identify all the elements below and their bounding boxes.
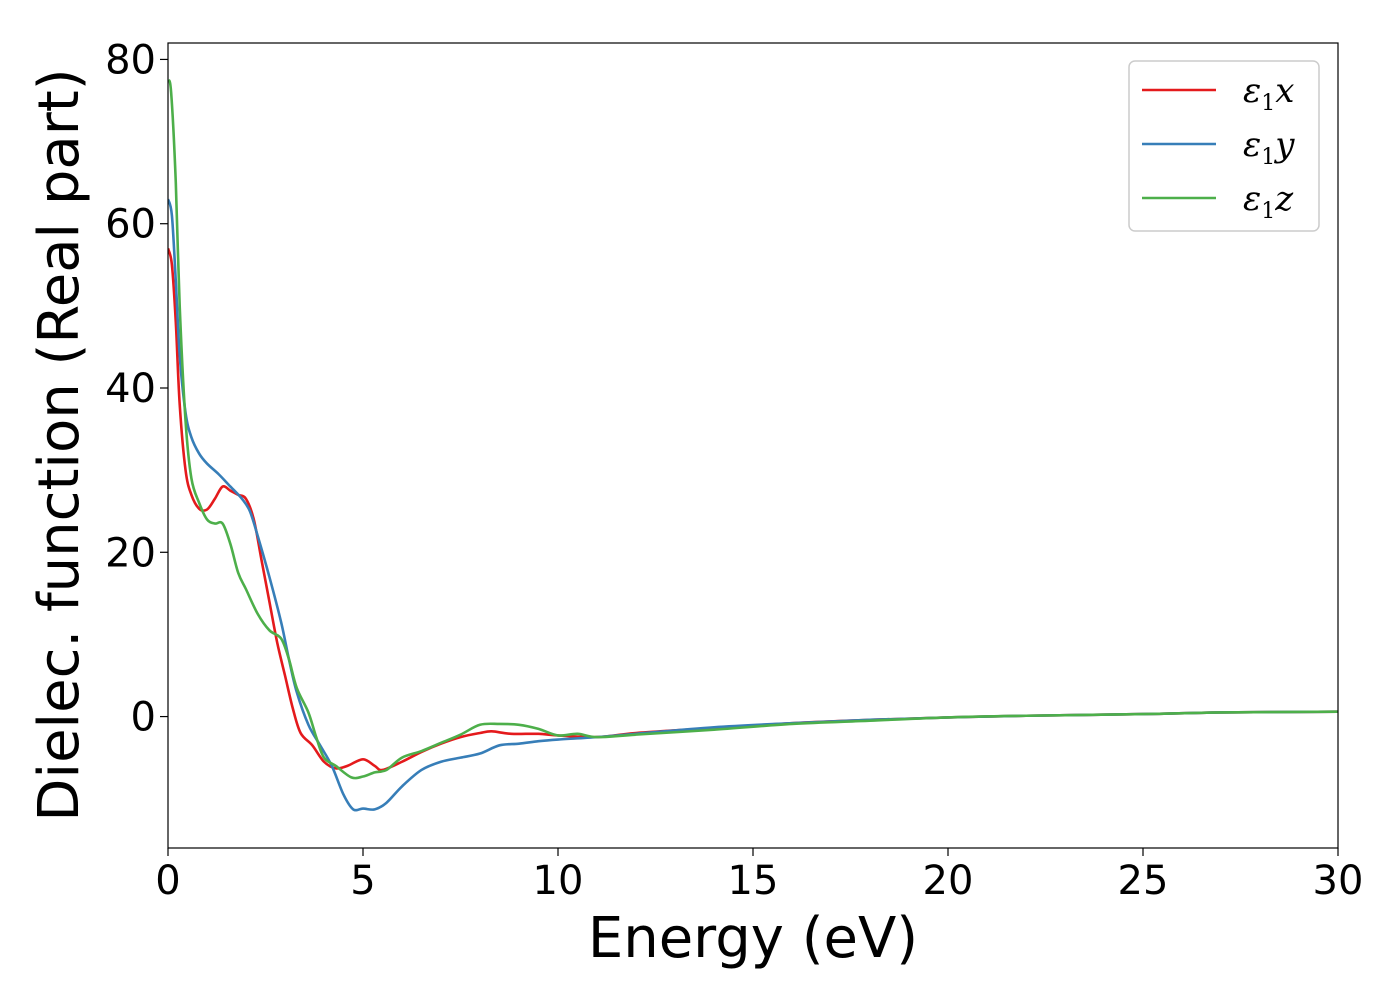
y-tick-label: 0: [131, 695, 156, 741]
x-tick-label: 5: [350, 858, 375, 904]
legend-label-y: ε1y: [1243, 125, 1295, 170]
series-line-y: [168, 198, 1338, 812]
series-line-z: [168, 78, 1338, 780]
y-axis-title: Dielec. function (Real part): [27, 68, 92, 821]
y-tick-label: 80: [105, 37, 156, 83]
x-tick-label: 30: [1313, 858, 1364, 904]
series-line-x: [168, 247, 1338, 772]
y-axis-ticks: 0 20 40 60 80: [105, 37, 168, 741]
x-tick-label: 25: [1118, 858, 1169, 904]
x-tick-label: 0: [155, 858, 180, 904]
x-tick-label: 15: [728, 858, 779, 904]
legend-label-z: ε1z: [1243, 179, 1294, 224]
series-layer: [168, 78, 1338, 812]
x-tick-label: 10: [533, 858, 584, 904]
y-tick-label: 20: [105, 530, 156, 576]
x-tick-label: 20: [923, 858, 974, 904]
y-tick-label: 40: [105, 366, 156, 412]
legend-label-x: ε1x: [1243, 71, 1294, 116]
legend-frame: [1128, 60, 1320, 232]
x-axis-title: Energy (eV): [588, 906, 918, 971]
x-axis-ticks: 0 5 10 15 20 25 30: [155, 848, 1363, 904]
legend: ε1x ε1y ε1z: [1128, 60, 1320, 232]
y-tick-label: 60: [105, 202, 156, 248]
